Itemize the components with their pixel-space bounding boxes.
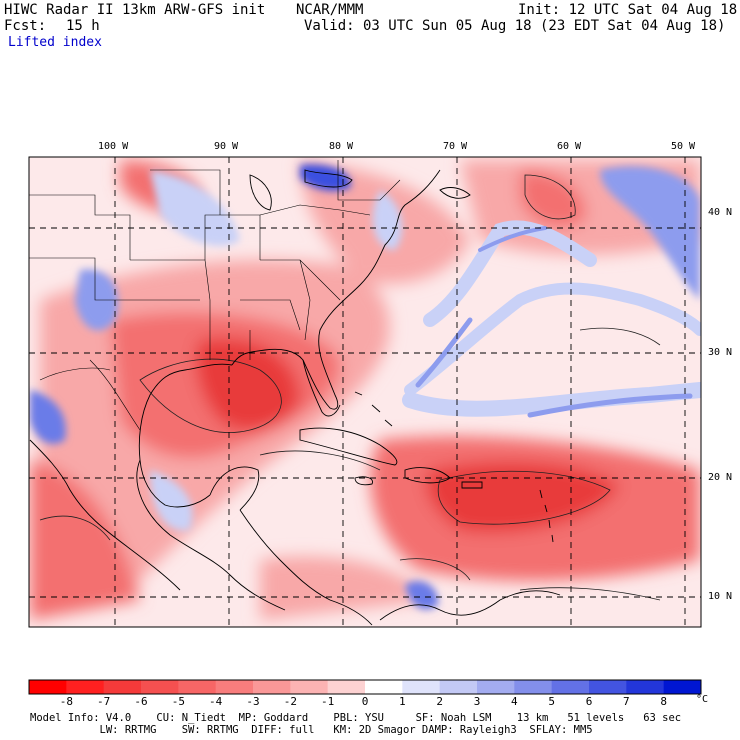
colorbar-swatch bbox=[178, 680, 217, 694]
lat-label: 20 N bbox=[708, 472, 733, 483]
lat-label: 40 N bbox=[708, 207, 733, 218]
colorbar-swatch bbox=[103, 680, 142, 694]
colorbar-swatch bbox=[477, 680, 515, 694]
colorbar-tick-label: -4 bbox=[209, 695, 223, 708]
lon-label: 90 W bbox=[214, 141, 239, 152]
colorbar-tick-label: 8 bbox=[660, 695, 667, 708]
coastlines bbox=[29, 169, 561, 626]
model-info-line1: Model Info: V4.0 CU: N_Tiedt MP: Goddard… bbox=[30, 712, 682, 724]
colorbar-tick-label: 6 bbox=[585, 695, 593, 708]
colorbar-swatch bbox=[663, 680, 702, 694]
colorbar-swatch bbox=[626, 680, 665, 694]
colorbar-swatch bbox=[29, 680, 67, 694]
lat-label: 10 N bbox=[708, 591, 733, 602]
colorbar-tick-label: 0 bbox=[361, 695, 369, 708]
colorbar-unit: °C bbox=[696, 694, 709, 705]
forecast-hour-value: 15 h bbox=[66, 18, 100, 34]
lat-label: 30 N bbox=[708, 347, 733, 358]
colorbar-swatch bbox=[290, 680, 329, 694]
colorbar-tick-label: -2 bbox=[283, 695, 297, 708]
colorbar-tick-label: 7 bbox=[623, 695, 630, 708]
colorbar-swatch bbox=[253, 680, 291, 694]
colorbar-swatch bbox=[365, 680, 403, 694]
lon-label: 100 W bbox=[98, 141, 129, 152]
organization-label: NCAR/MMM bbox=[296, 2, 364, 18]
colorbar-tick-label: 2 bbox=[436, 695, 443, 708]
colorbar-tick-label: -8 bbox=[59, 695, 73, 708]
init-time: Init: 12 UTC Sat 04 Aug 18 bbox=[518, 2, 738, 18]
colorbar-swatch bbox=[589, 680, 627, 694]
colorbar-tick-label: -7 bbox=[97, 695, 111, 708]
colorbar bbox=[28, 679, 702, 695]
colorbar-outline bbox=[28, 679, 702, 695]
map-frame bbox=[28, 156, 702, 628]
lon-label: 60 W bbox=[557, 141, 582, 152]
colorbar-tick-label: 5 bbox=[548, 695, 555, 708]
colorbar-swatch bbox=[215, 680, 254, 694]
graticule bbox=[29, 157, 701, 627]
colorbar-tick-label: -6 bbox=[134, 695, 148, 708]
colorbar-swatch bbox=[327, 680, 366, 694]
model-info-line2: LW: RRTMG SW: RRTMG DIFF: full KM: 2D Sm… bbox=[30, 724, 593, 736]
colorbar-swatch bbox=[402, 680, 441, 694]
colorbar-tick-label: 4 bbox=[511, 695, 518, 708]
colorbar-swatch bbox=[514, 680, 553, 694]
lon-label: 80 W bbox=[329, 141, 354, 152]
colorbar-swatch bbox=[551, 680, 590, 694]
colorbar-tick-label: -3 bbox=[246, 695, 260, 708]
colorbar-tick-label: -1 bbox=[321, 695, 335, 708]
political-borders bbox=[29, 160, 401, 431]
field-name: Lifted index bbox=[8, 35, 102, 50]
colorbar-swatch bbox=[66, 680, 105, 694]
colorbar-tick-label: 3 bbox=[473, 695, 481, 708]
field-shading bbox=[29, 157, 701, 627]
lon-label: 50 W bbox=[671, 141, 696, 152]
valid-time: Valid: 03 UTC Sun 05 Aug 18 (23 EDT Sat … bbox=[304, 18, 726, 34]
colorbar-swatch bbox=[141, 680, 179, 694]
colorbar-swatch bbox=[439, 680, 478, 694]
product-title: HIWC Radar II 13km ARW-GFS init bbox=[4, 2, 266, 18]
forecast-hour-label: Fcst: bbox=[4, 18, 47, 34]
lon-label: 70 W bbox=[443, 141, 468, 152]
colorbar-tick-label: 1 bbox=[399, 695, 406, 708]
colorbar-tick-label: -5 bbox=[171, 695, 185, 708]
